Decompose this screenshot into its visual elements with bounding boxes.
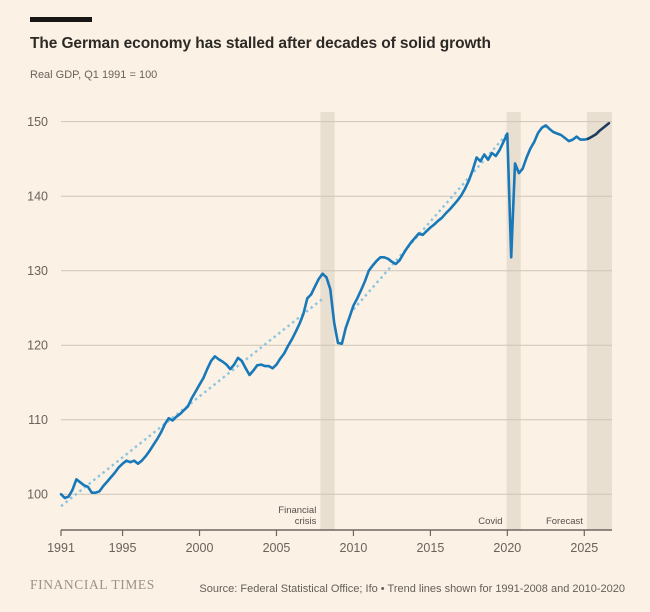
x-tick-label-1995: 1995 (109, 541, 137, 555)
gdp-line (59, 124, 590, 500)
x-tick-label-2015: 2015 (416, 541, 444, 555)
x-tick-label-1991: 1991 (47, 541, 75, 555)
x-tick-label-2005: 2005 (263, 541, 291, 555)
y-tick-label-110: 110 (28, 413, 48, 427)
financial-crisis-band-label: crisis (295, 516, 317, 527)
ft-brand-logo: FINANCIAL TIMES (30, 577, 155, 592)
x-tick-label-2025: 2025 (570, 541, 598, 555)
covid-band-label: Covid (478, 516, 502, 527)
source-note: Source: Federal Statistical Office; Ifo … (199, 583, 625, 595)
y-tick-label-150: 150 (27, 115, 48, 129)
y-tick-label-140: 140 (27, 190, 48, 204)
x-tick-label-2010: 2010 (340, 541, 368, 555)
x-tick-label-2020: 2020 (493, 541, 521, 555)
y-tick-label-130: 130 (27, 264, 48, 278)
trend-line-trend-1991-2008 (60, 296, 325, 508)
chart-title: The German economy has stalled after dec… (30, 35, 491, 52)
gdp-forecast-line (586, 121, 611, 141)
financial-crisis-band (320, 112, 335, 530)
forecast-band-label: Forecast (546, 516, 583, 527)
x-tick-label-2000: 2000 (186, 541, 214, 555)
trend-line-trend-2010-2020 (352, 132, 509, 311)
chart-subtitle: Real GDP, Q1 1991 = 100 (30, 69, 158, 81)
y-tick-label-120: 120 (27, 339, 48, 353)
forecast-band (586, 112, 612, 530)
title-rule (30, 17, 92, 22)
y-tick-label-100: 100 (27, 488, 48, 502)
financial-crisis-band-label: Financial (278, 505, 316, 516)
